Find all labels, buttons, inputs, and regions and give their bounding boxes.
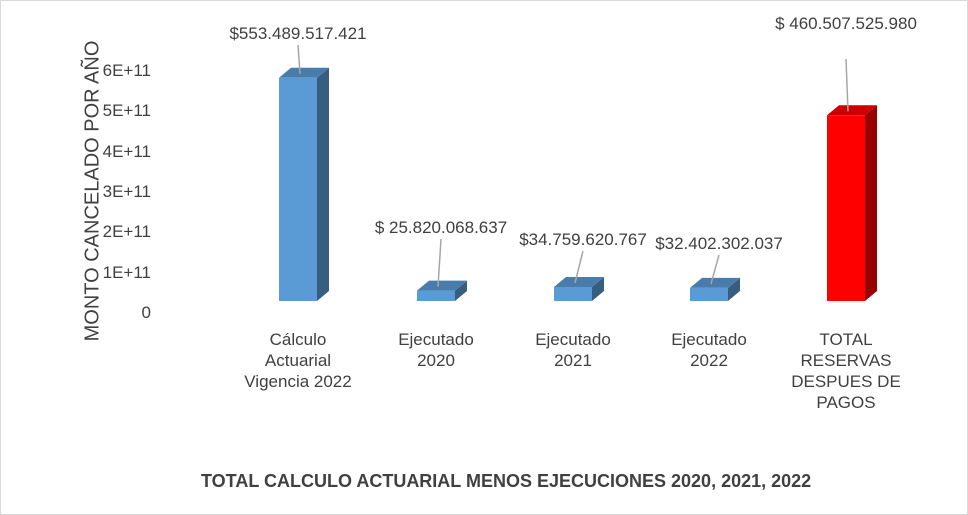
bar (279, 67, 329, 301)
bar (554, 276, 604, 301)
x-tick-label: Ejecutado 2020 (398, 330, 474, 370)
value-label: $34.759.620.767 (519, 230, 647, 249)
x-tick-label: Ejecutado 2022 (671, 330, 747, 370)
leader-line (574, 250, 584, 284)
y-tick-label: 4E+11 (102, 141, 151, 161)
x-tick-label: Ejecutado 2021 (535, 330, 611, 370)
x-tick-label: TOTAL RESERVAS DESPUES DE PAGOS (791, 330, 901, 412)
y-tick-label: 6E+11 (102, 61, 151, 80)
bar (417, 280, 467, 301)
x-tick-label: Cálculo Actuarial Vigencia 2022 (244, 330, 352, 391)
leader-line (437, 238, 442, 287)
y-tick-label: 3E+11 (102, 182, 151, 201)
y-tick-label: 2E+11 (102, 222, 151, 242)
value-label: $ 25.820.068.637 (374, 218, 508, 237)
bar (827, 105, 877, 301)
x-axis-title: TOTAL CALCULO ACTUARIAL MENOS EJECUCIONE… (201, 471, 812, 491)
value-label: $ 460.507.525.980 (775, 14, 917, 33)
y-axis-title: MONTO CANCELADO POR AÑO (81, 40, 104, 342)
y-tick-label: 1E+11 (102, 262, 151, 282)
y-tick-label: 5E+11 (102, 101, 151, 121)
value-label: $32.402.302.037 (655, 234, 783, 253)
value-label: $553.489.517.421 (229, 24, 367, 43)
leader-line (297, 44, 301, 74)
leader-line (710, 254, 720, 285)
y-tick-label: 0 (141, 303, 151, 322)
bar (690, 277, 740, 301)
leader-line (845, 58, 849, 112)
